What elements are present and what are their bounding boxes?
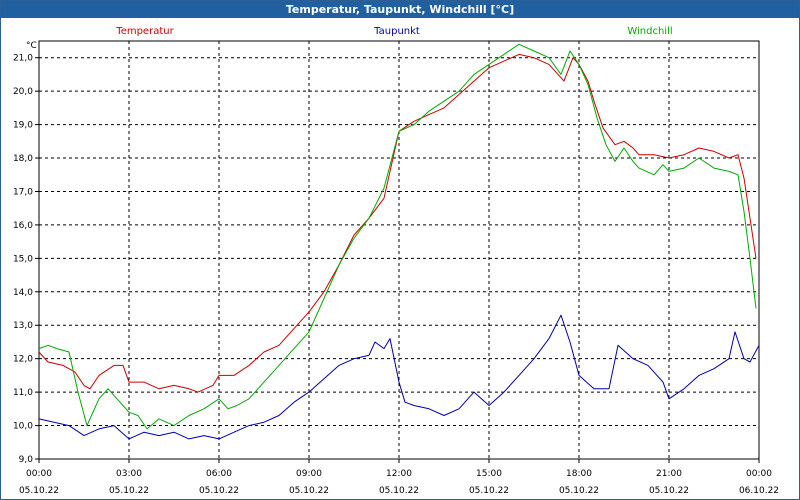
x-axis: 00:00 05.10.22 03:00 05.10.22 06:00 05.10.22 0… xyxy=(19,459,779,496)
y-tick-label: 9,0 xyxy=(19,455,34,465)
x-tick-date: 05.10.22 xyxy=(379,486,419,496)
y-tick-label: 21,0 xyxy=(13,54,33,64)
x-tick-time: 18:00 xyxy=(566,469,592,479)
y-tick-label: 20,0 xyxy=(13,87,33,97)
chart-title: Temperatur, Taupunkt, Windchill [°C] xyxy=(1,1,799,18)
x-tick-time: 09:00 xyxy=(296,469,322,479)
x-tick-time: 06:00 xyxy=(206,469,232,479)
series-line-taupunkt xyxy=(38,314,760,440)
x-tick-time: 00:00 xyxy=(746,469,772,479)
series-line-windchill xyxy=(38,43,757,430)
y-tick-label: 16,0 xyxy=(13,221,33,231)
legend-temperatur: Temperatur xyxy=(115,26,174,37)
y-tick-label: 14,0 xyxy=(13,288,33,298)
y-tick-label: 18,0 xyxy=(13,154,33,164)
y-tick-label: 15,0 xyxy=(13,254,33,264)
y-tick-label: 17,0 xyxy=(13,187,33,197)
legend: Temperatur Taupunkt Windchill xyxy=(115,26,672,37)
y-tick-label: 11,0 xyxy=(13,388,33,398)
x-tick-time: 15:00 xyxy=(476,469,502,479)
series-lines xyxy=(38,43,760,440)
x-tick-date: 05.10.22 xyxy=(469,486,509,496)
x-tick-date: 06.10.22 xyxy=(739,486,779,496)
series-line-temperatur xyxy=(38,53,757,393)
y-axis-unit: °C xyxy=(26,41,37,51)
y-tick-label: 12,0 xyxy=(13,355,33,365)
x-tick-date: 05.10.22 xyxy=(199,486,239,496)
x-tick-time: 12:00 xyxy=(386,469,412,479)
x-tick-date: 05.10.22 xyxy=(289,486,329,496)
y-tick-label: 13,0 xyxy=(13,321,33,331)
x-tick-date: 05.10.22 xyxy=(559,486,599,496)
legend-taupunkt: Taupunkt xyxy=(373,26,420,37)
legend-windchill: Windchill xyxy=(627,26,672,37)
x-tick-date: 05.10.22 xyxy=(649,486,689,496)
y-axis: 9,0 10,0 11,0 12,0 13,0 14,0 15,0 16,0 17,0 18,0 1… xyxy=(13,54,39,465)
y-tick-label: 10,0 xyxy=(13,422,33,432)
x-tick-time: 00:00 xyxy=(26,469,52,479)
x-tick-time: 03:00 xyxy=(116,469,142,479)
x-tick-date: 05.10.22 xyxy=(19,486,59,496)
x-tick-date: 05.10.22 xyxy=(109,486,149,496)
y-tick-label: 19,0 xyxy=(13,121,33,131)
x-tick-time: 21:00 xyxy=(656,469,682,479)
grid-lines xyxy=(39,41,759,459)
